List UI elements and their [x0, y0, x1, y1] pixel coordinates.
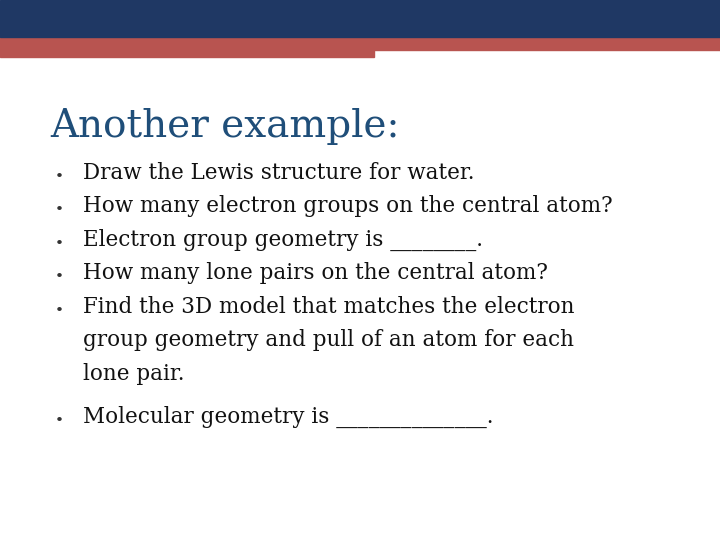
Text: ·: ·	[54, 296, 65, 328]
Text: Another example:: Another example:	[50, 108, 400, 145]
Text: ·: ·	[54, 262, 65, 294]
Text: Find the 3D model that matches the electron: Find the 3D model that matches the elect…	[83, 296, 575, 318]
Text: How many electron groups on the central atom?: How many electron groups on the central …	[83, 195, 613, 218]
Text: ·: ·	[54, 406, 65, 438]
Text: ·: ·	[54, 229, 65, 261]
Text: group geometry and pull of an atom for each: group geometry and pull of an atom for e…	[83, 329, 574, 352]
Bar	[0, 37, 374, 57]
Text: ·: ·	[54, 195, 65, 227]
Text: How many lone pairs on the central atom?: How many lone pairs on the central atom?	[83, 262, 548, 285]
Bar	[0, 0, 720, 37]
Text: Draw the Lewis structure for water.: Draw the Lewis structure for water.	[83, 162, 474, 184]
Text: Electron group geometry is ________.: Electron group geometry is ________.	[83, 229, 483, 251]
Text: Molecular geometry is ______________.: Molecular geometry is ______________.	[83, 406, 493, 428]
Text: lone pair.: lone pair.	[83, 363, 184, 385]
Bar	[374, 37, 720, 50]
Text: ·: ·	[54, 162, 65, 194]
